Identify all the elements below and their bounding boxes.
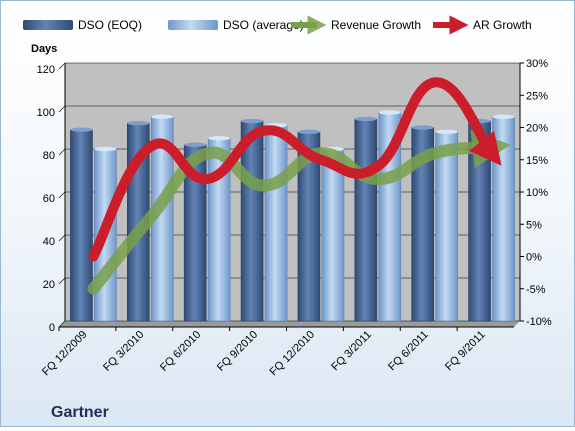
legend-item-dso-average: DSO (average) <box>168 18 304 32</box>
x-tick-label: FQ 12/2009 <box>40 329 90 379</box>
bar-dso-eoq <box>355 119 377 321</box>
legend-item-dso-eoq: DSO (EOQ) <box>23 18 142 32</box>
y-tick-label: 120 <box>37 64 55 76</box>
bar-cap-dso-eoq <box>241 119 263 123</box>
bar-cap-dso-eoq <box>127 121 149 125</box>
bar-cap-dso-eoq <box>355 117 377 121</box>
y-tick-label: 80 <box>43 150 55 162</box>
x-tick-label: FQ 6/2011 <box>386 329 431 374</box>
grid-line-diagonal <box>59 63 65 69</box>
y-tick-label: 60 <box>43 193 55 205</box>
y-tick-label: 0 <box>49 322 55 334</box>
x-tick-label: FQ 6/2010 <box>158 329 203 374</box>
x-tick-label: FQ 3/2010 <box>101 329 146 374</box>
legend-swatch-dso-average <box>168 20 218 30</box>
legend-label-revenue-growth: Revenue Growth <box>331 18 421 32</box>
x-tick-label: FQ 12/2010 <box>267 329 317 379</box>
legend-swatch-dso-eoq <box>23 20 73 30</box>
bar-cap-dso-eoq <box>412 125 434 129</box>
grid-line-diagonal <box>59 235 65 241</box>
bar-cap-dso-average <box>379 110 401 114</box>
legend-label-dso-eoq: DSO (EOQ) <box>78 18 142 32</box>
bar-cap-dso-average <box>94 147 116 151</box>
grid-line-diagonal <box>59 192 65 198</box>
bar-cap-dso-eoq <box>70 127 92 131</box>
grid-line-diagonal <box>59 149 65 155</box>
right-axis-ticks: -10% -5% 0% 5% 10% 15% 20% 25% 30% <box>520 58 552 328</box>
x-tick-label: FQ 9/2011 <box>443 329 488 374</box>
bar-cap-dso-average <box>493 115 515 119</box>
left-axis-ticks: 0 20 40 60 80 100 120 <box>37 64 55 334</box>
y-axis-title: Days <box>31 43 57 55</box>
bar-cap-dso-average <box>151 115 173 119</box>
y2-tick-label: -10% <box>526 316 552 328</box>
y2-tick-label: 20% <box>526 123 548 135</box>
y-tick-label: 40 <box>43 236 55 248</box>
bar-cap-dso-eoq <box>298 130 320 134</box>
y2-tick-label: 25% <box>526 90 548 102</box>
company-label: Gartner <box>51 404 109 421</box>
bar-dso-average <box>322 149 344 321</box>
grid-line-diagonal <box>59 278 65 284</box>
bar-cap-dso-average <box>436 130 458 134</box>
x-tick-label: FQ 9/2010 <box>215 329 260 374</box>
y2-tick-label: 30% <box>526 58 548 70</box>
bar-cap-dso-eoq <box>184 143 206 147</box>
bar-dso-average <box>436 132 458 321</box>
y2-tick-label: 10% <box>526 187 548 199</box>
legend-item-revenue-growth: Revenue Growth <box>291 18 421 32</box>
y2-tick-label: -5% <box>526 284 546 296</box>
y-tick-label: 100 <box>37 107 55 119</box>
plot-floor <box>59 321 520 327</box>
y2-tick-label: 0% <box>526 252 542 264</box>
y-tick-label: 20 <box>43 279 55 291</box>
y2-tick-label: 15% <box>526 155 548 167</box>
x-tick-label: FQ 3/2011 <box>329 329 374 374</box>
y2-tick-label: 5% <box>526 219 542 231</box>
legend: DSO (EOQ) DSO (average) Revenue Growth A… <box>23 18 532 32</box>
grid-line-diagonal <box>59 106 65 112</box>
bar-cap-dso-average <box>208 136 230 140</box>
legend-item-ar-growth: AR Growth <box>433 18 532 32</box>
bar-dso-average <box>265 125 287 321</box>
legend-label-ar-growth: AR Growth <box>473 18 532 32</box>
